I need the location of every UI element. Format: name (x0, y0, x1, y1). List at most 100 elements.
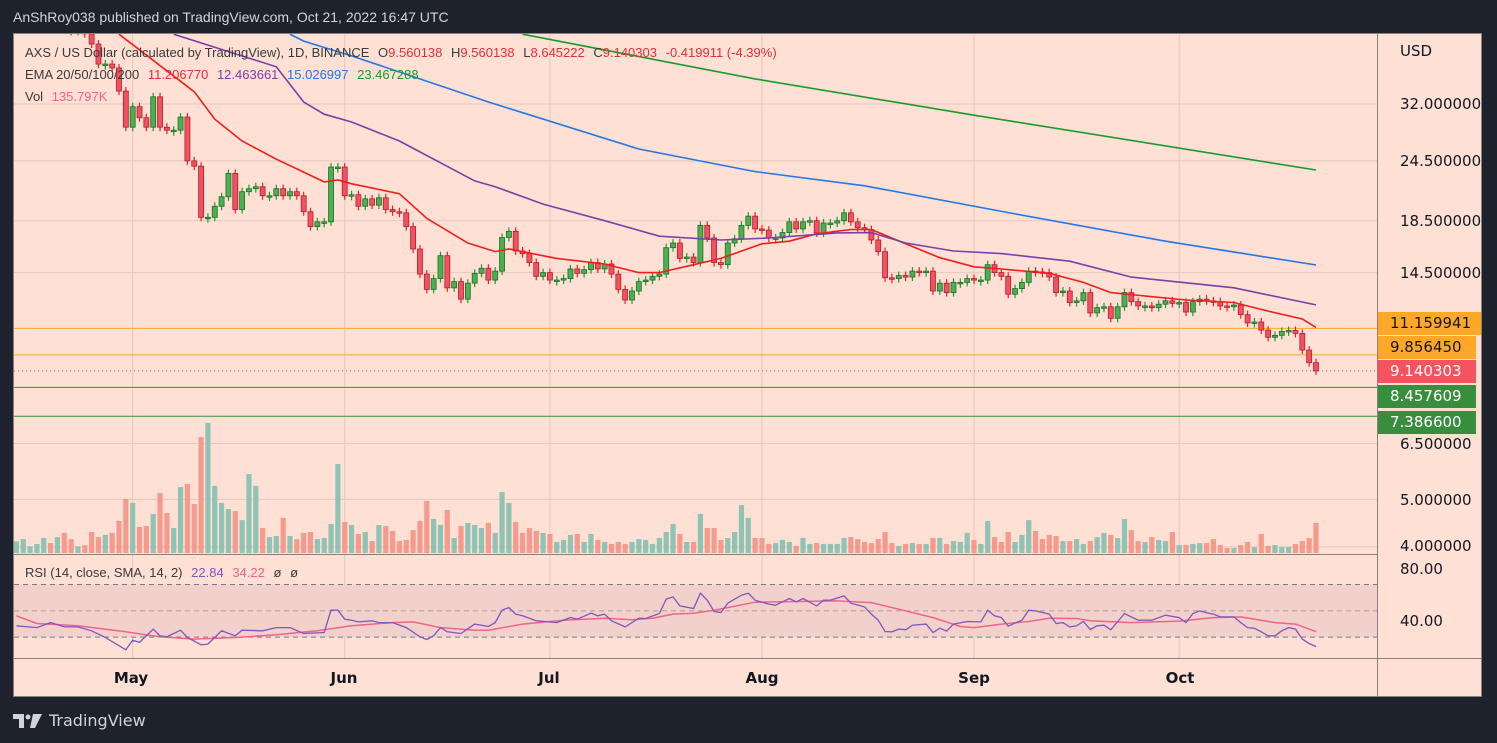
volume-bar (246, 473, 252, 553)
candle-body (540, 272, 546, 277)
close-value: 9.140303 (602, 45, 657, 60)
candle-body (875, 239, 882, 253)
ema200-value: 23.467288 (357, 67, 419, 82)
volume-bar (1046, 534, 1052, 553)
candle-body (724, 242, 731, 266)
volume-bar (205, 422, 211, 553)
volume-bar (1272, 545, 1278, 553)
ema-legend[interactable]: EMA 20/50/100/200 11.206770 12.463661 15… (25, 67, 424, 82)
candle-body (1080, 292, 1087, 302)
rsi-sma-value: 34.22 (232, 565, 265, 580)
candle-body (793, 221, 800, 230)
candle-body (150, 96, 157, 128)
candle-body (533, 262, 540, 277)
volume-bar (1162, 541, 1169, 553)
candle-body (184, 116, 191, 162)
volume-bar (478, 528, 485, 553)
volume-bar (225, 509, 232, 553)
candle-body (1162, 300, 1169, 305)
volume-bar (437, 524, 444, 553)
volume-bar (909, 543, 916, 553)
candle-body (1101, 306, 1107, 309)
chart-canvas[interactable] (14, 34, 1482, 697)
volume-bar (1238, 545, 1244, 553)
volume-bar (513, 522, 519, 553)
volume-bar (54, 537, 61, 553)
candle-body (943, 282, 950, 294)
candle-body (718, 262, 724, 266)
candle-body (834, 220, 841, 224)
candle-body (1012, 288, 1018, 295)
volume-bar (670, 524, 676, 553)
volume-bar (41, 537, 47, 553)
volume-bar (376, 524, 382, 553)
volume-bar (1197, 543, 1203, 553)
tradingview-footer[interactable]: TradingView (13, 711, 146, 730)
rsi-axis-label: 40.00 (1400, 612, 1443, 630)
chart-panel[interactable]: AXS / US Dollar (calculated by TradingVi… (13, 33, 1482, 697)
volume-bar (732, 532, 738, 553)
volume-bar (602, 541, 608, 553)
volume-bar (807, 543, 813, 553)
candle-body (526, 253, 533, 263)
volume-legend[interactable]: Vol 135.797K (25, 89, 112, 104)
candle-body (1313, 362, 1319, 372)
price-axis-label: 4.000000 (1400, 537, 1472, 555)
volume-bar (390, 530, 396, 553)
ema-label: EMA 20/50/100/200 (25, 67, 140, 82)
candle-body (560, 278, 567, 281)
volume-bar (1306, 537, 1312, 553)
candle-body (882, 251, 888, 279)
vol-label: Vol (25, 89, 44, 104)
volume-bar (738, 505, 745, 553)
candle-body (567, 268, 574, 279)
volume-bar (574, 534, 580, 553)
volume-bar (362, 532, 368, 553)
candle-body (950, 281, 957, 294)
volume-bar (800, 537, 806, 553)
volume-bar (643, 539, 649, 553)
volume-bar (116, 520, 122, 553)
candle-body (280, 188, 287, 197)
candle-body (690, 256, 697, 263)
candle-body (868, 229, 875, 241)
candle-body (854, 221, 861, 229)
volume-bar (793, 545, 799, 553)
volume-bar (773, 543, 779, 553)
candle-body (1066, 290, 1073, 303)
month-label: Jul (538, 669, 560, 687)
candle-body (369, 198, 375, 206)
volume-bar (991, 537, 998, 553)
candle-body (423, 273, 430, 290)
volume-bar (711, 528, 717, 553)
candle-body (1073, 300, 1080, 303)
volume-bar (321, 537, 327, 553)
candle-body (622, 289, 629, 301)
volume-bar (752, 537, 758, 553)
candle-body (738, 224, 745, 240)
volume-bar (519, 532, 526, 553)
volume-bar (164, 513, 170, 553)
candle-body (676, 242, 683, 259)
volume-bar (903, 543, 909, 553)
volume-bar (663, 532, 669, 553)
volume-bar (1183, 545, 1189, 553)
volume-bar (1074, 539, 1080, 553)
candle-body (444, 255, 451, 289)
candle-body (909, 270, 916, 278)
volume-bar (27, 546, 33, 553)
volume-bar (677, 534, 683, 553)
rsi-legend[interactable]: RSI (14, close, SMA, 14, 2) 22.84 34.22 … (25, 565, 303, 580)
volume-bar (355, 534, 361, 553)
volume-bar (1094, 537, 1100, 553)
candle-body (656, 273, 663, 277)
volume-bar (916, 543, 922, 553)
volume-bar (814, 543, 820, 553)
volume-bar (130, 502, 136, 553)
volume-bar (684, 541, 690, 553)
month-label: May (113, 669, 149, 687)
candle-body (437, 255, 444, 279)
candle-body (1176, 302, 1183, 305)
volume-bar (704, 528, 710, 553)
candle-body (827, 222, 834, 225)
